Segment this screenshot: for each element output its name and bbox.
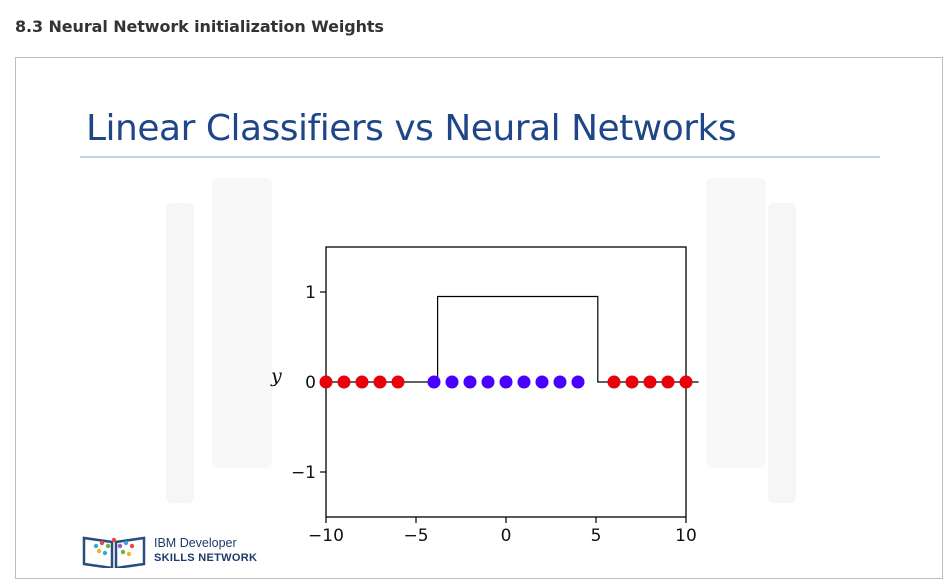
step-function-line xyxy=(326,295,699,383)
blue-point xyxy=(517,375,531,389)
y-tick-label: −1 xyxy=(291,463,316,483)
slide-title: Linear Classifiers vs Neural Networks xyxy=(86,108,737,149)
red-point xyxy=(625,375,639,389)
red-point xyxy=(355,375,369,389)
red-point xyxy=(661,375,675,389)
blue-point xyxy=(427,375,441,389)
x-tick-label: 10 xyxy=(675,526,697,546)
video-player[interactable]: Linear Classifiers vs Neural Networks −1… xyxy=(15,57,943,579)
blue-point xyxy=(481,375,495,389)
red-point xyxy=(337,375,351,389)
y-tick-label: 0 xyxy=(305,373,316,393)
blue-point xyxy=(445,375,459,389)
logo-line1: IBM Developer xyxy=(154,536,237,550)
red-point xyxy=(391,375,405,389)
red-point xyxy=(679,375,693,389)
blue-point xyxy=(499,375,513,389)
page-title: 8.3 Neural Network initialization Weight… xyxy=(15,17,384,36)
red-point xyxy=(319,375,333,389)
x-tick-label: −10 xyxy=(308,526,344,546)
x-tick-label: 0 xyxy=(501,526,512,546)
y-axis-label: y xyxy=(270,365,282,387)
logo-line2: SKILLS NETWORK xyxy=(154,552,258,564)
x-tick-label: −5 xyxy=(403,526,428,546)
background-decoration xyxy=(768,203,796,503)
background-decoration xyxy=(166,203,194,503)
x-tick-label: 5 xyxy=(591,526,602,546)
blue-point xyxy=(553,375,567,389)
red-point xyxy=(373,375,387,389)
blue-point xyxy=(571,375,585,389)
y-tick-label: 1 xyxy=(305,283,316,303)
blue-point xyxy=(535,375,549,389)
ibm-developer-logo: IBM Developer SKILLS NETWORK xyxy=(82,534,257,568)
book-icon xyxy=(82,536,146,568)
background-decoration xyxy=(212,178,272,468)
blue-point xyxy=(463,375,477,389)
red-point xyxy=(643,375,657,389)
background-decoration xyxy=(706,178,766,468)
title-divider xyxy=(80,156,880,158)
red-point xyxy=(607,375,621,389)
